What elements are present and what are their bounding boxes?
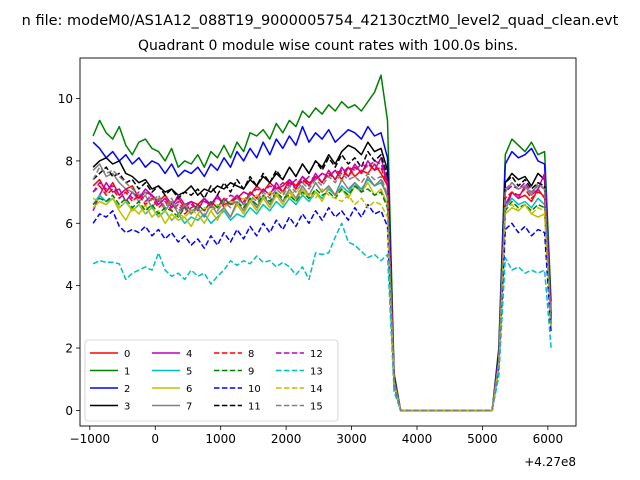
y-tick-label: 8: [65, 154, 73, 168]
legend-box: [84, 339, 339, 422]
legend-label-5: 5: [186, 366, 192, 377]
series-layer: [92, 74, 552, 412]
legend-label-13: 13: [310, 366, 323, 377]
y-axis-ticks: 0 2 4 6 8 10: [58, 92, 80, 418]
legend-label-2: 2: [124, 384, 130, 395]
legend-label-7: 7: [186, 401, 192, 412]
legend-label-10: 10: [248, 384, 261, 395]
legend-label-11: 11: [248, 401, 261, 412]
series-line-15: [92, 166, 552, 412]
legend-label-3: 3: [124, 401, 130, 412]
x-tick-label: 0: [151, 432, 159, 446]
legend-label-0: 0: [124, 349, 130, 360]
x-tick-label: −1000: [70, 432, 111, 446]
chart-title: Quadrant 0 module wise count rates with …: [138, 38, 518, 54]
legend-label-12: 12: [310, 349, 323, 360]
y-tick-label: 4: [65, 279, 73, 293]
legend-label-9: 9: [248, 366, 254, 377]
x-tick-label: 3000: [336, 432, 367, 446]
x-tick-label: 1000: [205, 432, 236, 446]
legend-label-1: 1: [124, 366, 130, 377]
y-tick-label: 0: [65, 404, 73, 418]
legend-label-15: 15: [310, 401, 323, 412]
x-tick-label: 4000: [402, 432, 433, 446]
y-tick-label: 6: [65, 217, 73, 231]
x-axis-ticks: −1000 0 1000 2000 3000 4000 5000 6000: [70, 426, 564, 446]
y-tick-label: 2: [65, 342, 73, 356]
legend-label-6: 6: [186, 384, 192, 395]
y-tick-label: 10: [58, 92, 73, 106]
legend-label-4: 4: [186, 349, 192, 360]
series-line-10: [92, 203, 552, 412]
legend-label-14: 14: [310, 384, 323, 395]
figure-suptitle: n file: modeM0/AS1A12_088T19_9000005754_…: [22, 13, 619, 29]
x-tick-label: 5000: [467, 432, 498, 446]
x-axis-offset: +4.27e8: [524, 455, 576, 469]
x-tick-label: 2000: [271, 432, 302, 446]
legend-label-8: 8: [248, 349, 254, 360]
series-line-14: [92, 188, 552, 412]
x-tick-label: 6000: [533, 432, 564, 446]
plot-frame: [79, 57, 577, 427]
